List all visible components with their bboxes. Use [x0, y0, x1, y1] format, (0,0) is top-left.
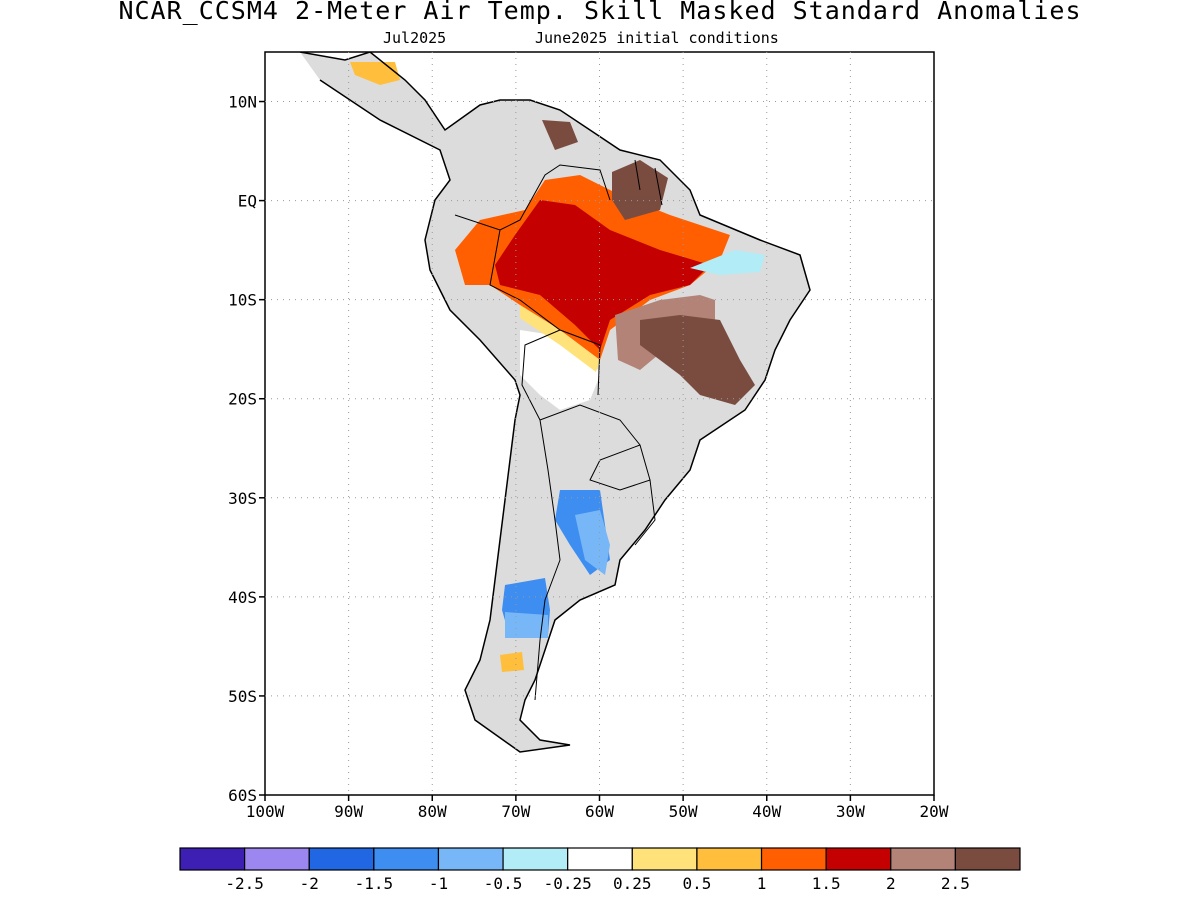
- colorbar-swatch: [890, 847, 956, 871]
- colorbar: -2.5 -2 -1.5 -1 -0.5 -0.25 0.25 0.5 1 1.5 2 2.5: [179, 847, 1021, 893]
- lat-tick-label: 50S: [228, 687, 257, 706]
- colorbar-swatch: [567, 847, 633, 871]
- lon-tick-label: 100W: [246, 802, 285, 821]
- anomaly-region-east-brazil: [640, 315, 755, 405]
- colorbar-label: -2: [300, 874, 319, 893]
- colorbar-label: -2.5: [225, 874, 264, 893]
- colorbar-label: 2.5: [941, 874, 970, 893]
- anomaly-region-southern-patagonia: [500, 652, 524, 672]
- colorbar-swatch: [179, 847, 246, 871]
- lat-tick-label: 10N: [228, 93, 257, 112]
- coastline: [299, 52, 811, 753]
- colorbar-swatch: [308, 847, 375, 871]
- lon-tick-label: 70W: [501, 802, 530, 821]
- colorbar-swatch: [631, 847, 698, 871]
- colorbar-label: -1.5: [355, 874, 394, 893]
- lat-tick-label: 60S: [228, 786, 257, 805]
- anomaly-region-amazon-rim: [520, 305, 600, 372]
- anomaly-region-amazon-core: [495, 200, 710, 350]
- lon-tick-label: 60W: [585, 802, 614, 821]
- lon-tick-label: 30W: [836, 802, 865, 821]
- lat-tick-label: EQ: [238, 192, 257, 211]
- colorbar-swatch: [825, 847, 892, 871]
- subtitle-month: Jul2025: [383, 29, 447, 47]
- colorbar-label: 0.5: [682, 874, 711, 893]
- colorbar-swatch: [760, 847, 827, 871]
- anomaly-region-northeast-cool: [690, 250, 765, 275]
- colorbar-swatch: [244, 847, 310, 871]
- colorbar-swatch: [696, 847, 763, 871]
- lon-tick-label: 80W: [418, 802, 447, 821]
- lat-tick-label: 30S: [228, 489, 257, 508]
- subtitle-initial-conditions: June2025 initial conditions: [535, 29, 779, 47]
- colorbar-label: -1: [429, 874, 448, 893]
- lat-tick-label: 20S: [228, 390, 257, 409]
- lon-tick-label: 20W: [920, 802, 949, 821]
- colorbar-swatch: [373, 847, 440, 871]
- colorbar-label: 1: [757, 874, 767, 893]
- anomaly-region-venezuela: [542, 120, 578, 150]
- anomaly-region-patagonia-edge: [505, 612, 548, 638]
- colorbar-label: 1.5: [812, 874, 841, 893]
- lat-tick-label: 10S: [228, 291, 257, 310]
- colorbar-swatch: [954, 847, 1021, 871]
- colorbar-swatch: [437, 847, 504, 871]
- lat-tick-label: 40S: [228, 588, 257, 607]
- lon-tick-label: 50W: [669, 802, 698, 821]
- colorbar-label: -0.25: [544, 874, 592, 893]
- colorbar-label: 2: [886, 874, 896, 893]
- lon-tick-label: 40W: [752, 802, 781, 821]
- colorbar-label: -0.5: [484, 874, 523, 893]
- colorbar-label: 0.25: [613, 874, 652, 893]
- anomaly-region-central-argentina-edge: [575, 510, 610, 575]
- colorbar-swatch: [502, 847, 569, 871]
- anomaly-region-central-america: [350, 62, 400, 85]
- country-borders: [454, 159, 663, 701]
- lon-tick-label: 90W: [334, 802, 363, 821]
- map-title: NCAR_CCSM4 2-Meter Air Temp. Skill Maske…: [118, 0, 1082, 25]
